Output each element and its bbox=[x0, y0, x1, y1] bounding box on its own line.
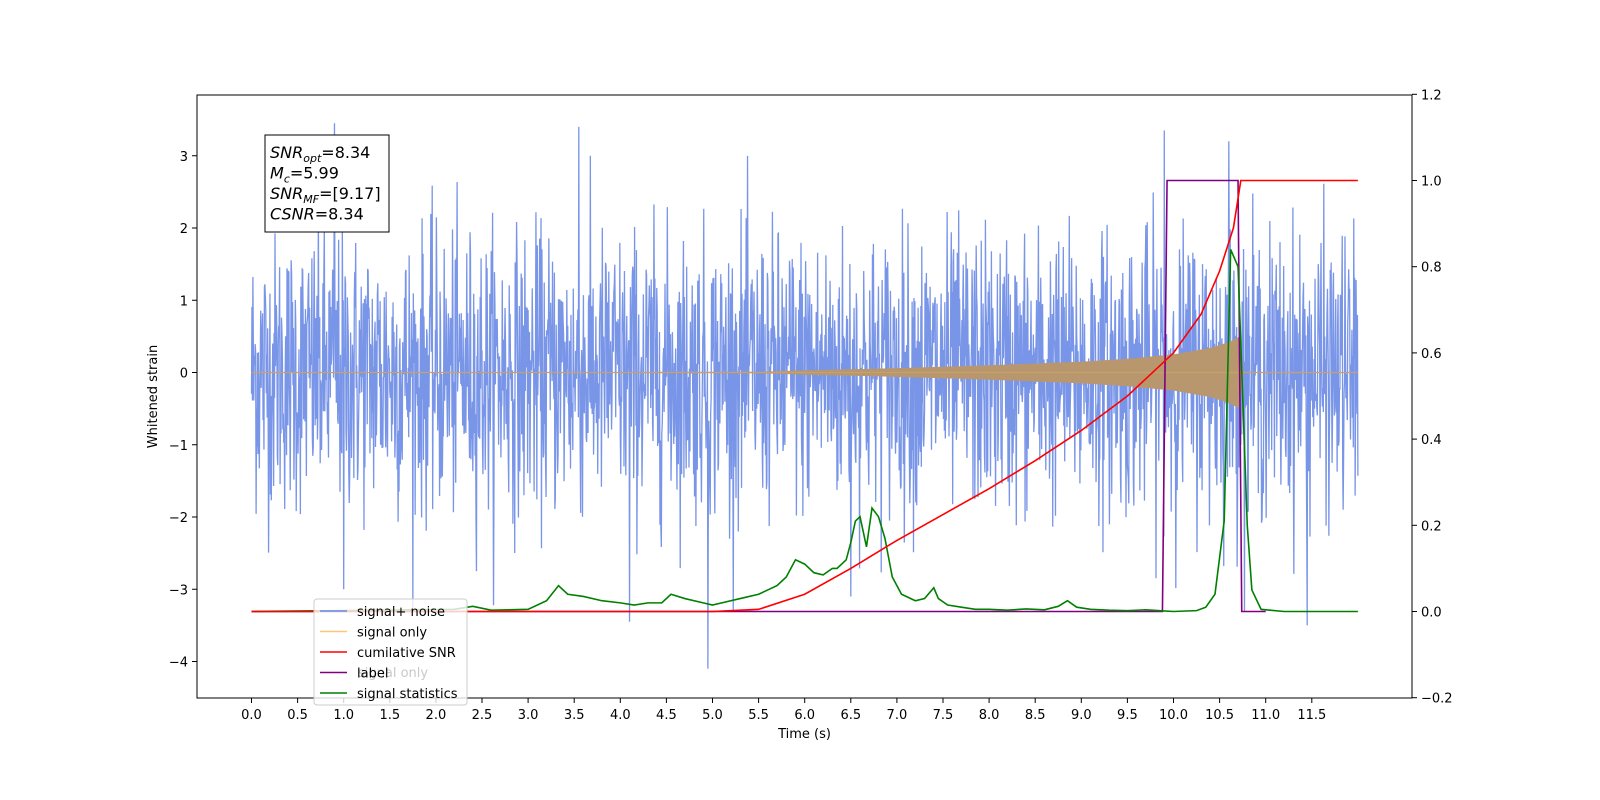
y-tick-label-right: 0.0 bbox=[1421, 606, 1442, 621]
legend-entry-label: signal statistics bbox=[357, 687, 458, 702]
info-line: CSNR=8.34 bbox=[270, 205, 364, 224]
y-tick-label-right: 1.0 bbox=[1421, 175, 1442, 190]
x-tick-label: 8.5 bbox=[1025, 708, 1046, 723]
info-line: Mc=5.99 bbox=[270, 164, 339, 186]
series-signal-noise bbox=[250, 123, 1359, 669]
y-axis-label-left: Whitened strain bbox=[146, 345, 161, 448]
legend-frame bbox=[313, 598, 468, 706]
x-tick-label: 9.0 bbox=[1071, 708, 1092, 723]
legend-entry-label: cumilative SNR bbox=[357, 646, 456, 661]
x-tick-label: 5.5 bbox=[748, 708, 769, 723]
info-box-frame bbox=[264, 134, 390, 233]
x-tick-label: 4.0 bbox=[610, 708, 631, 723]
y-tick-label-right: 1.2 bbox=[1421, 88, 1442, 103]
x-axis-label: Time (s) bbox=[777, 727, 831, 742]
x-tick-label: 3.5 bbox=[564, 708, 585, 723]
x-tick-label: 7.5 bbox=[933, 708, 954, 723]
legend-overlap-text: signal only bbox=[358, 666, 428, 681]
x-tick-label: 6.5 bbox=[840, 708, 861, 723]
x-tick-label: 5.0 bbox=[702, 708, 723, 723]
info-line: SNRMF=[9.17] bbox=[270, 184, 381, 206]
y-tick-label-left: −1 bbox=[169, 439, 188, 454]
plot-area bbox=[250, 123, 1359, 669]
legend: signal only signal+ noise signal only cumil… bbox=[313, 598, 468, 706]
info-line: SNRopt=8.34 bbox=[270, 143, 370, 165]
y-tick-label-right: 0.8 bbox=[1421, 261, 1442, 276]
y-tick-label-left: −2 bbox=[169, 511, 188, 526]
y-tick-label-left: −4 bbox=[169, 656, 188, 671]
x-tick-label: 3.0 bbox=[518, 708, 539, 723]
x-tick-label: 11.0 bbox=[1251, 708, 1280, 723]
y-tick-label-left: 1 bbox=[180, 294, 188, 309]
x-tick-label: 10.5 bbox=[1205, 708, 1234, 723]
x-tick-label: 2.0 bbox=[426, 708, 447, 723]
x-tick-label: 4.5 bbox=[656, 708, 677, 723]
x-tick-label: 9.5 bbox=[1117, 708, 1138, 723]
x-tick-label: 1.0 bbox=[333, 708, 354, 723]
axes: 0.0 0.5 1.0 1.5 2.0 2.5 3.0 3.5 4.0 4.5 5.0 5.5 6.0 6… bbox=[169, 88, 1453, 723]
y-tick-label-left: −3 bbox=[169, 583, 188, 598]
x-tick-label: 11.5 bbox=[1297, 708, 1326, 723]
x-tick-label: 0.5 bbox=[287, 708, 308, 723]
x-tick-label: 7.0 bbox=[887, 708, 908, 723]
y-tick-label-right: 0.6 bbox=[1421, 347, 1442, 362]
y-tick-label-left: 3 bbox=[180, 150, 188, 165]
legend-entry-label: signal only bbox=[357, 626, 427, 641]
series-cumulative-snr bbox=[251, 179, 1358, 613]
legend-entry-label: signal+ noise bbox=[357, 605, 445, 620]
x-tick-label: 8.0 bbox=[979, 708, 1000, 723]
y-tick-label-right: −0.2 bbox=[1421, 692, 1453, 707]
series-label bbox=[251, 179, 1266, 613]
y-tick-label-left: 0 bbox=[180, 367, 188, 382]
legend-entry-label: label bbox=[357, 667, 388, 682]
x-tick-label: 0.0 bbox=[241, 708, 262, 723]
x-tick-label: 10.0 bbox=[1159, 708, 1188, 723]
y-tick-label-right: 0.4 bbox=[1421, 433, 1442, 448]
x-tick-label: 6.0 bbox=[794, 708, 815, 723]
series-signal-statistics bbox=[251, 249, 1358, 613]
x-tick-label: 2.5 bbox=[472, 708, 493, 723]
x-tick-label: 1.5 bbox=[379, 708, 400, 723]
y-tick-label-left: 2 bbox=[180, 222, 188, 237]
y-tick-label-right: 0.2 bbox=[1421, 519, 1442, 534]
